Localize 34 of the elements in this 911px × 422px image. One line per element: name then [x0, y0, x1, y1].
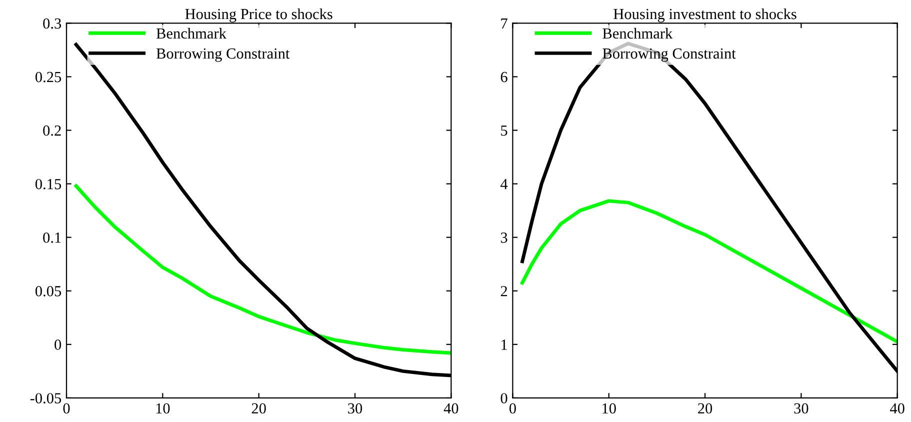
y-tick-label: 0.05 [35, 286, 62, 296]
x-tick-label: 40 [890, 403, 904, 414]
x-tick-label: 0 [63, 403, 70, 414]
x-tick-label: 10 [156, 403, 170, 414]
y-tick-label: 6 [500, 72, 508, 82]
legend-label: Benchmark [602, 28, 673, 39]
y-tick-label: 1 [502, 340, 507, 350]
y-tick-label: 0.15 [35, 178, 62, 190]
legend-label: Borrowing Constraint [156, 48, 290, 62]
y-tick-label: 7 [501, 18, 508, 29]
x-tick-label: 20 [698, 403, 712, 414]
x-tick-label: 0 [509, 403, 516, 414]
y-tick-label: 0.25 [35, 72, 62, 82]
line-series [74, 184, 452, 355]
x-tick-label: 30 [794, 403, 808, 414]
chart-title: Housing investment to shocks [614, 8, 796, 22]
x-tick-label: 10 [602, 403, 616, 414]
y-tick-label: 2 [500, 286, 507, 296]
x-tick-label: 20 [252, 403, 266, 414]
y-tick-label: 5 [501, 126, 508, 136]
y-tick-label: 0.3 [43, 18, 62, 29]
y-tick-label: 4 [500, 179, 508, 190]
y-tick-label: 0.1 [43, 232, 61, 243]
y-tick-label: 0 [500, 393, 508, 404]
legend-label: Benchmark [156, 28, 226, 39]
x-tick-label: 30 [348, 403, 362, 414]
y-tick-label: 0 [54, 340, 62, 350]
legend-label: Borrowing Constraint [602, 48, 736, 62]
x-tick-label: 40 [444, 403, 458, 414]
y-tick-label: 0.2 [43, 125, 61, 136]
y-tick-label: -0.05 [30, 393, 62, 404]
line-series [520, 199, 898, 344]
chart-title: Housing Price to shocks [185, 8, 332, 22]
y-tick-label: 3 [500, 232, 508, 243]
